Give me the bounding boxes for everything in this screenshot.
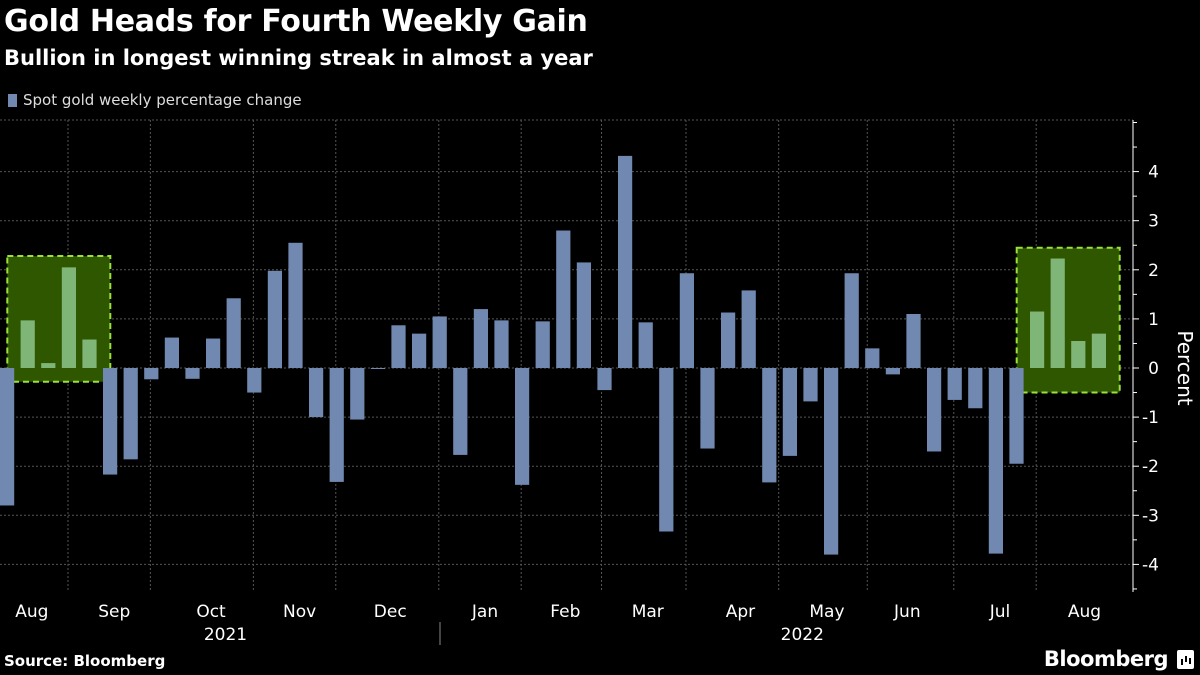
bar [309,368,324,418]
bar [803,368,818,402]
year-label: 2021 [204,625,247,645]
bar [494,320,509,368]
bar [247,368,262,393]
bar [206,338,221,368]
y-tick-label: -1 [1142,408,1159,428]
bar [515,368,530,485]
x-tick-label: Mar [632,602,664,622]
bar [824,368,839,555]
bar [20,320,35,368]
bar [659,368,674,532]
x-tick-label: Oct [196,602,226,622]
y-tick-label: 1 [1148,310,1159,330]
y-tick-label: -4 [1142,555,1159,575]
bar [288,242,303,368]
bar [61,267,76,368]
x-tick-label: Jun [893,602,921,622]
legend-label: Spot gold weekly percentage change [23,91,302,109]
y-axis: -4 -3 -2 -1 0 1 2 3 4 Percent [1132,120,1197,592]
bar [597,368,612,391]
bar [927,368,942,452]
y-tick-label: -2 [1142,457,1159,477]
bars [0,155,1106,555]
legend: Spot gold weekly percentage change [8,91,302,109]
bar [164,337,179,368]
bar [226,298,241,368]
bar [947,368,962,400]
bar [618,155,633,368]
y-tick-label: -3 [1142,506,1159,526]
bar [82,339,97,368]
bar [350,368,365,420]
bar [453,368,468,455]
x-tick-label: Sep [98,602,130,622]
bar [432,316,447,368]
bar [576,262,591,368]
bar [968,368,983,409]
chart-subtitle: Bullion in longest winning streak in alm… [4,46,593,70]
y-axis-title: Percent [1173,330,1197,405]
x-tick-label: Feb [550,602,580,622]
bar [556,230,571,368]
x-tick-label: Aug [15,602,48,622]
bar [1030,311,1045,368]
bar [1050,258,1065,368]
bar [185,368,200,379]
bar [473,309,488,368]
bar [638,322,653,368]
x-tick-label: Dec [374,602,407,622]
bar [700,368,715,449]
bar [267,270,282,368]
x-axis-labels: Aug Sep Oct Nov Dec Jan Feb Mar Apr May Jun Jul Aug 2… [15,602,1101,645]
bar [0,368,15,506]
x-tick-label: May [809,602,844,622]
bloomberg-chart-icon [1177,650,1194,669]
x-tick-label: Nov [283,602,316,622]
bar [721,312,736,368]
bar [844,273,859,368]
x-tick-label: Apr [726,602,755,622]
bar [865,348,880,368]
highlight-boxes [6,246,1121,394]
bar [370,368,385,369]
y-tick-label: 3 [1148,212,1159,232]
bar [144,368,159,380]
chart-title: Gold Heads for Fourth Weekly Gain [4,4,588,39]
bar [885,368,900,375]
bar [412,333,427,368]
bar [762,368,777,483]
legend-swatch [8,93,17,107]
bar [1009,368,1024,464]
bar [1071,340,1086,368]
y-tick-label: 0 [1148,359,1159,379]
bar [535,321,550,368]
x-tick-label: Jul [989,602,1011,622]
x-tick-label: Jan [471,602,498,622]
bar [41,363,56,368]
bar [782,368,797,456]
bar [679,273,694,368]
y-tick-label: 4 [1148,163,1159,183]
source-note: Source: Bloomberg [4,652,166,670]
brand-logo: Bloomberg [1043,647,1169,671]
bar [1091,333,1106,368]
bar [988,368,1003,554]
bar [329,368,344,482]
bar [123,368,138,460]
year-label: 2022 [781,625,824,645]
bar [906,313,921,368]
y-tick-label: 2 [1148,261,1159,281]
bar [741,290,756,368]
bar [391,325,406,368]
bar [103,368,118,475]
x-tick-label: Aug [1068,602,1101,622]
